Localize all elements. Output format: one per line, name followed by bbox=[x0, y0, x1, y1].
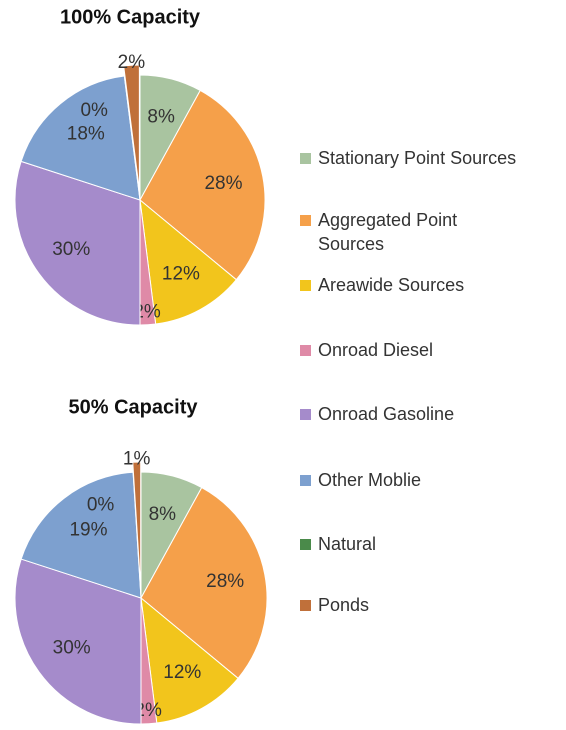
chart-title: 100% Capacity bbox=[60, 6, 201, 28]
data-label: 19% bbox=[69, 519, 107, 540]
data-label: 12% bbox=[162, 264, 200, 285]
pie-slice bbox=[140, 596, 239, 724]
legend-swatch bbox=[300, 409, 311, 420]
legend-label: Aggregated Point Sources bbox=[318, 210, 458, 254]
data-label: 8% bbox=[147, 107, 175, 128]
data-label: 30% bbox=[52, 239, 90, 260]
data-label: 8% bbox=[149, 504, 177, 525]
pie-slice bbox=[20, 471, 142, 599]
legend-item: Onroad Gasoline bbox=[300, 402, 562, 426]
legend-item: Stationary Point Sources bbox=[300, 146, 562, 170]
legend-label: Natural bbox=[318, 534, 377, 554]
legend-swatch bbox=[300, 153, 311, 164]
data-label: 0% bbox=[87, 495, 115, 516]
legend-item: Onroad Diesel bbox=[300, 338, 562, 362]
legend-item: Natural bbox=[300, 532, 562, 556]
data-label: 28% bbox=[204, 173, 242, 194]
legend-swatch bbox=[300, 475, 311, 486]
pie-slice bbox=[14, 558, 142, 725]
data-label: 1% bbox=[123, 448, 151, 469]
legend-label: Ponds bbox=[318, 595, 370, 615]
data-label: 12% bbox=[163, 662, 201, 683]
legend-item: Other Moblie bbox=[300, 468, 562, 492]
data-label: 30% bbox=[53, 637, 91, 658]
legend-label: Onroad Diesel bbox=[318, 340, 434, 360]
legend-label: Areawide Sources bbox=[318, 275, 465, 295]
legend-swatch bbox=[300, 345, 311, 356]
data-label: 0% bbox=[80, 100, 108, 121]
legend-swatch bbox=[300, 215, 311, 226]
data-label: 28% bbox=[206, 571, 244, 592]
legend-swatch bbox=[300, 280, 311, 291]
chart-title: 50% Capacity bbox=[69, 396, 199, 418]
pie-slice bbox=[140, 486, 268, 680]
data-label: 2% bbox=[118, 52, 146, 73]
pie-slice bbox=[139, 198, 238, 325]
pie-slice bbox=[132, 461, 142, 589]
legend-label: Other Moblie bbox=[318, 470, 422, 490]
pie-slice bbox=[20, 75, 141, 201]
legend-item: Ponds bbox=[300, 593, 562, 617]
legend-swatch bbox=[300, 600, 311, 611]
pie-slice bbox=[123, 64, 140, 191]
legend-item: Areawide Sources bbox=[300, 273, 562, 297]
legend-label: Stationary Point Sources bbox=[318, 148, 517, 168]
data-label: 18% bbox=[67, 124, 105, 145]
pie-slice bbox=[14, 160, 141, 326]
pie-slice bbox=[139, 89, 266, 281]
legend-label: Onroad Gasoline bbox=[318, 404, 455, 424]
legend-swatch bbox=[300, 539, 311, 550]
legend-item: Aggregated Point Sources bbox=[300, 208, 500, 256]
